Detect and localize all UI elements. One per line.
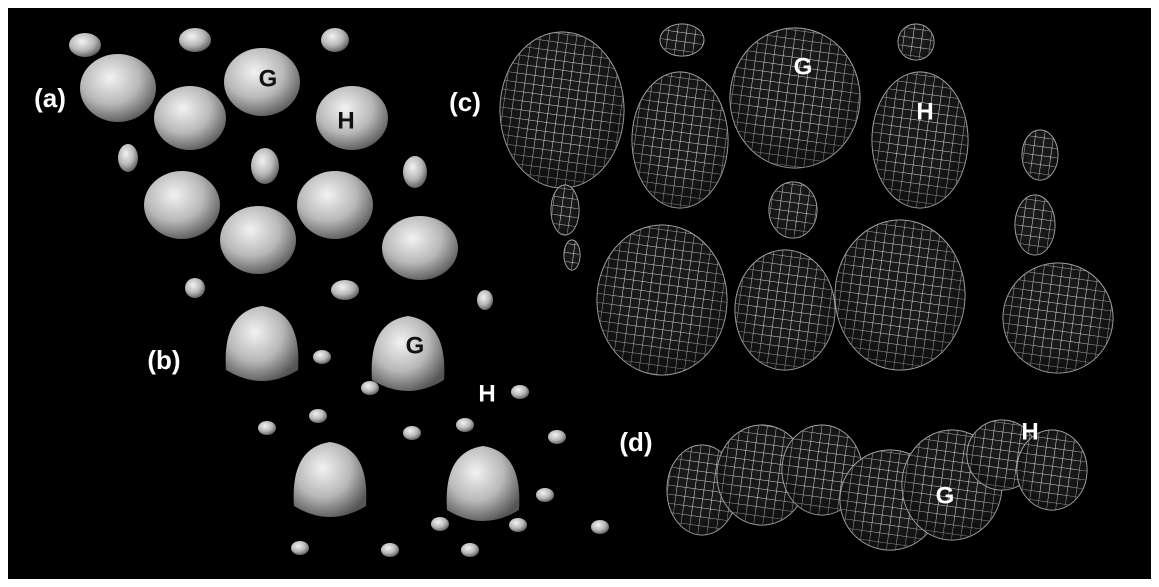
mesh-shade [769,182,817,238]
solid-blob [179,28,211,52]
solid-blob [118,144,138,172]
mesh-shade [730,28,860,168]
mesh-shade [1015,195,1055,255]
small-blob [511,385,529,399]
mesh-shade [551,185,579,235]
solid-blob [477,290,493,310]
mesh-shade [1022,130,1058,180]
annotation: H [478,380,495,407]
solid-blob [69,33,101,57]
solid-blob [154,86,226,150]
mesh-shade [1003,263,1113,373]
small-blob [591,520,609,534]
small-blob [509,518,527,532]
solid-blob [321,28,349,52]
solid-blob [382,216,458,280]
mesh-shade [872,72,968,208]
panel-label: (b) [147,345,180,375]
mesh-shade [500,32,624,188]
annotation: H [1021,418,1038,445]
mesh-shade [632,72,728,208]
small-blob [291,541,309,555]
annotation: G [936,482,955,509]
small-blob [403,426,421,440]
annotation: G [259,65,278,92]
small-blob [258,421,276,435]
annotation: G [406,332,425,359]
annotation: H [916,98,933,125]
small-blob [313,350,331,364]
annotation: H [337,107,354,134]
small-blob [361,381,379,395]
solid-blob [251,148,279,184]
panel-label: (d) [619,427,652,457]
solid-blob [144,171,220,239]
mesh-shade [735,250,835,370]
small-blob [548,430,566,444]
solid-blob [331,280,359,300]
mesh-shade [564,240,580,270]
small-blob [309,409,327,423]
small-blob [381,543,399,557]
small-blob [461,543,479,557]
page: (a) G H (b) G H (c) G H (d) G H (() => {… [0,0,1159,587]
panel-label: (c) [449,87,481,117]
solid-blob [80,54,156,122]
mesh-shade [660,24,704,56]
solid-blob [403,156,427,188]
small-blob [536,488,554,502]
small-blob [456,418,474,432]
solid-blob [220,206,296,274]
mesh-shade [898,24,934,60]
mesh-shade [835,220,965,370]
solid-blob [297,171,373,239]
panel-label: (a) [34,83,66,113]
mesh-shade [597,225,727,375]
annotation: G [794,53,813,80]
small-blob [431,517,449,531]
figure: (a) G H (b) G H (c) G H (d) G H [0,0,1159,587]
solid-blob [185,278,205,298]
